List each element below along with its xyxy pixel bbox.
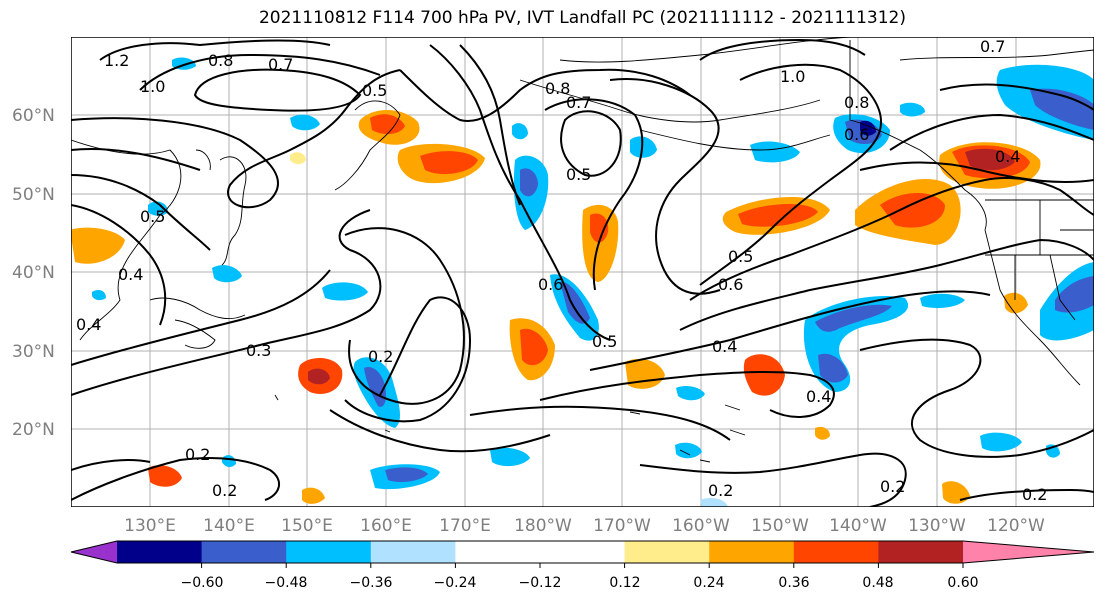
contour-labels: 1.2 1.0 0.8 0.7 0.5 0.8 0.7 0.5 1.0 0.8 … [76, 37, 1047, 504]
contour-label: 0.4 [118, 265, 143, 284]
colorbar-tick: −0.48 [265, 575, 308, 591]
colorbar-extend-high [963, 541, 1094, 563]
colorbar-bin [709, 541, 795, 563]
colorbar-tick-labels: −0.60 −0.48 −0.36 −0.24 −0.12 0.12 0.24 … [181, 575, 979, 591]
contour-label: 0.2 [880, 477, 905, 496]
contour-label: 0.3 [246, 341, 271, 360]
colorbar-tick: 0.48 [862, 575, 893, 591]
lon-label: 120°W [987, 516, 1045, 536]
colorbar-outline [70, 540, 1095, 564]
colorbar-bin [624, 541, 710, 563]
latitude-labels: 60°N 50°N 40°N 30°N 20°N [12, 106, 55, 440]
contour-label: 0.2 [1022, 485, 1047, 504]
contour-label: 0.4 [995, 147, 1020, 166]
colorbar-bin [117, 541, 203, 563]
contour-label: 0.8 [208, 51, 233, 70]
lat-label: 60°N [12, 106, 55, 126]
lon-label: 160°E [360, 516, 412, 536]
colorbar-tick: −0.12 [519, 575, 562, 591]
contour-label: 0.4 [76, 315, 101, 334]
colorbar-bin [540, 541, 626, 563]
contour-label: 0.7 [980, 37, 1005, 56]
lon-label: 170°W [593, 516, 651, 536]
lon-label: 140°E [203, 516, 255, 536]
pv-contours [71, 38, 1094, 507]
colorbar-tick: 0.60 [947, 575, 978, 591]
lon-label: 130°W [908, 516, 966, 536]
lon-label: 170°E [439, 516, 491, 536]
contour-label: 1.2 [104, 51, 129, 70]
contour-label: 1.0 [140, 77, 165, 96]
colorbar-bin [370, 541, 456, 563]
coastlines [71, 37, 1094, 463]
contour-label: 0.6 [538, 275, 563, 294]
colorbar-tick: −0.24 [434, 575, 477, 591]
colorbar-bin [201, 541, 287, 563]
contour-label: 0.5 [592, 332, 617, 351]
lon-label: 160°W [672, 516, 730, 536]
contour-label: 0.5 [566, 165, 591, 184]
colorbar-bin [455, 541, 541, 563]
lon-label: 140°W [829, 516, 887, 536]
colorbar-bin [793, 541, 879, 563]
contour-label: 0.6 [718, 275, 743, 294]
contour-label: 0.7 [566, 93, 591, 112]
contour-label: 0.2 [708, 481, 733, 500]
colorbar-tick: 0.24 [693, 575, 724, 591]
lat-label: 50°N [12, 185, 55, 205]
longitude-labels: 130°E 140°E 150°E 160°E 170°E 180°W 170°… [124, 516, 1045, 536]
contour-label: 0.6 [844, 125, 869, 144]
contour-label: 1.0 [780, 67, 805, 86]
contour-label: 0.2 [185, 445, 210, 464]
contour-label: 0.7 [268, 55, 293, 74]
lon-label: 150°E [281, 516, 333, 536]
contour-label: 0.8 [844, 93, 869, 112]
colorbar-tick: 0.12 [609, 575, 640, 591]
contour-label: 0.2 [212, 481, 237, 500]
map-panel: 1.2 1.0 0.8 0.7 0.5 0.8 0.7 0.5 1.0 0.8 … [71, 37, 1094, 507]
colorbar [70, 540, 1095, 568]
lat-label: 40°N [12, 263, 55, 283]
colorbar-tick: 0.36 [778, 575, 809, 591]
lat-label: 30°N [12, 342, 55, 362]
contour-label: 0.5 [362, 81, 387, 100]
colorbar-tick: −0.36 [350, 575, 393, 591]
contour-label: 0.4 [712, 337, 737, 356]
lon-label: 150°W [751, 516, 809, 536]
contour-label: 0.5 [728, 247, 753, 266]
colorbar-bin [878, 541, 964, 563]
positive-anomaly-patches [71, 110, 1041, 504]
lat-label: 20°N [12, 420, 55, 440]
lon-label: 180°W [514, 516, 572, 536]
lon-label: 130°E [124, 516, 176, 536]
contour-label: 0.4 [806, 387, 831, 406]
contour-label: 0.2 [368, 347, 393, 366]
colorbar-bin [286, 541, 372, 563]
colorbar-extend-low [71, 541, 117, 563]
colorbar-tick: −0.60 [181, 575, 224, 591]
contour-label: 0.8 [545, 79, 570, 98]
contour-label: 0.5 [140, 207, 165, 226]
map-title: 2021110812 F114 700 hPa PV, IVT Landfall… [258, 8, 906, 28]
